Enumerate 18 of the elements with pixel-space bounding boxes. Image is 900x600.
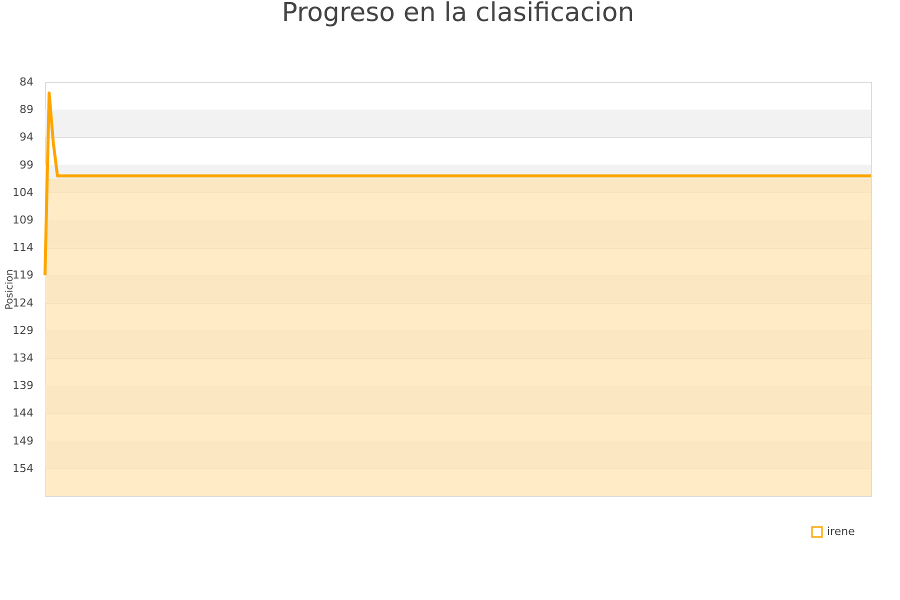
- y-tick-label: 89: [20, 103, 34, 116]
- y-tick-label: 139: [12, 379, 34, 392]
- y-tick-label: 124: [12, 296, 34, 310]
- y-tick-label: 154: [12, 462, 34, 475]
- line-series: [44, 92, 872, 277]
- chart-title: Progreso en la clasificacion: [282, 0, 634, 28]
- y-tick-label: 144: [12, 406, 34, 420]
- y-tick-label: 119: [12, 268, 34, 282]
- y-tick-label: 94: [20, 130, 34, 144]
- y-tick-label: 134: [12, 352, 34, 364]
- y-tick-label: 149: [12, 434, 34, 448]
- legend-label: irene: [827, 525, 856, 538]
- y-tick-label: 99: [20, 158, 34, 172]
- y-tick-label: 109: [12, 214, 34, 226]
- y-tick-label: 114: [12, 241, 34, 254]
- y-tick-label: 104: [12, 186, 34, 199]
- y-tick-label: 84: [20, 76, 34, 88]
- y-tick-label: 129: [12, 324, 34, 337]
